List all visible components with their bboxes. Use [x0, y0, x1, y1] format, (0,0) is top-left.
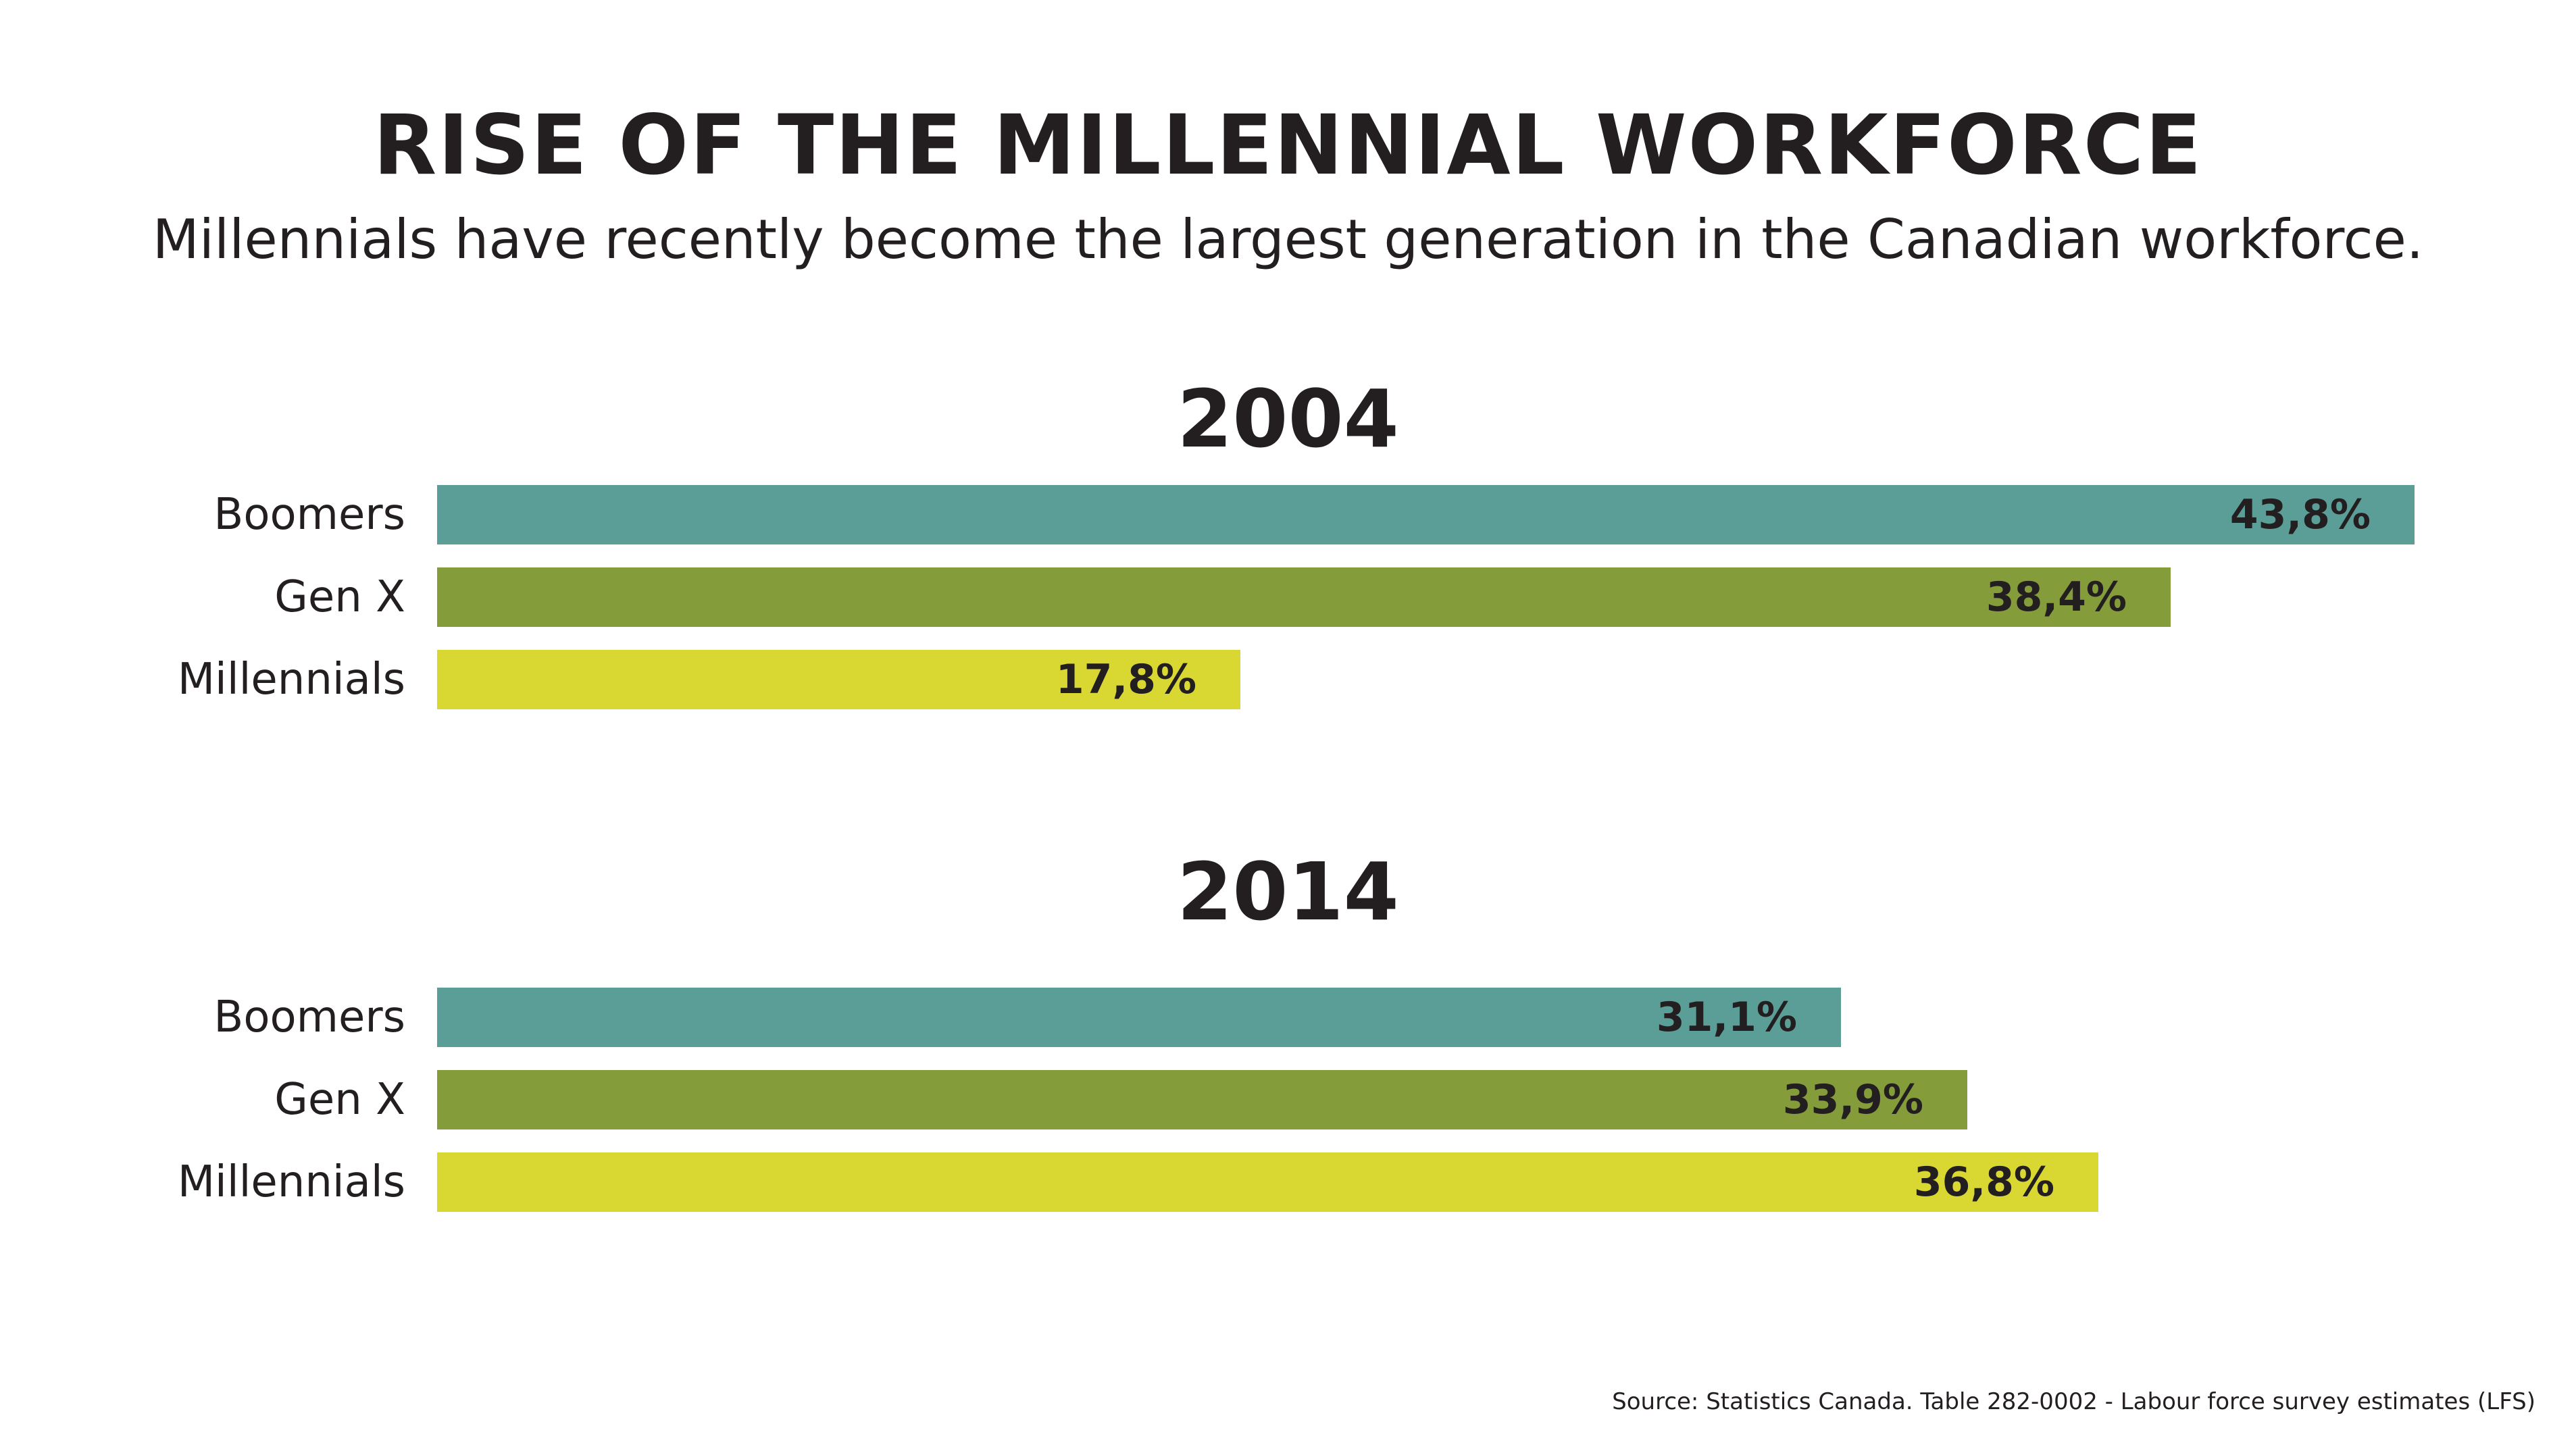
category-label: Millennials: [177, 1157, 405, 1207]
bar-value-label: 38,4%: [1986, 574, 2127, 621]
bar-gen-x: 33,9%: [437, 1070, 1967, 1129]
bar-millennials: 17,8%: [437, 650, 1240, 709]
bar-millennials: 36,8%: [437, 1152, 2098, 1212]
bar-value-label: 31,1%: [1656, 994, 1797, 1041]
bar-boomers: 43,8%: [437, 485, 2415, 544]
category-label: Boomers: [213, 490, 405, 540]
bar-value-label: 17,8%: [1055, 656, 1196, 703]
bar-boomers: 31,1%: [437, 988, 1841, 1047]
panel-title: 2014: [1177, 845, 1399, 938]
category-label: Gen X: [274, 1075, 405, 1125]
panel-title: 2004: [1177, 372, 1399, 465]
category-label: Boomers: [213, 992, 405, 1042]
category-label: Gen X: [274, 572, 405, 622]
category-label: Millennials: [177, 655, 405, 705]
bar-value-label: 43,8%: [2229, 491, 2371, 538]
source-note: Source: Statistics Canada. Table 282-000…: [1612, 1388, 2535, 1415]
chart-title: RISE OF THE MILLENNIAL WORKFORCE: [373, 97, 2203, 193]
bar-gen-x: 38,4%: [437, 567, 2171, 627]
chart-subtitle: Millennials have recently become the lar…: [152, 208, 2424, 271]
bar-value-label: 36,8%: [1913, 1159, 2054, 1206]
bar-value-label: 33,9%: [1782, 1076, 1923, 1123]
